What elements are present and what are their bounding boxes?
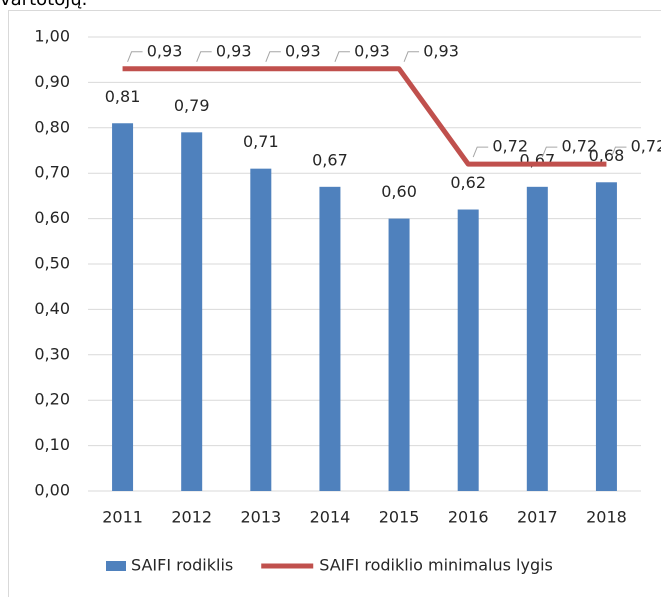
line-value-label: 0,93 (423, 41, 459, 60)
y-tick-label: 0,10 (34, 435, 70, 454)
bar-value-label: 0,81 (105, 87, 141, 106)
bar (319, 186, 341, 491)
bar (526, 186, 548, 491)
bar (388, 218, 410, 491)
bar (112, 123, 134, 491)
y-tick-label: 0,20 (34, 390, 70, 409)
y-tick-label: 0,70 (34, 163, 70, 182)
y-tick-label: 0,90 (34, 72, 70, 91)
label-leader (541, 146, 558, 158)
label-leader (265, 51, 281, 62)
y-tick-label: 0,00 (34, 481, 70, 500)
label-leader (610, 146, 627, 158)
x-tick-label: 2015 (379, 508, 420, 527)
line-value-label: 0,93 (216, 41, 252, 60)
line (122, 66, 607, 167)
y-tick-label: 0,80 (34, 117, 70, 136)
heading-fragment: vartotojų. (0, 0, 87, 10)
bar-value-label: 0,71 (243, 132, 279, 151)
line-value-label: 0,72 (562, 137, 598, 156)
label-leader (472, 146, 489, 158)
y-tick-label: 0,40 (34, 299, 70, 318)
bar-value-label: 0,62 (450, 173, 486, 192)
x-tick-label: 2018 (586, 508, 627, 527)
x-tick-label: 2016 (448, 508, 489, 527)
y-tick-label: 1,00 (34, 27, 70, 46)
line-value-label: 0,93 (285, 41, 321, 60)
bar (250, 168, 272, 491)
bar-value-label: 0,67 (312, 150, 348, 169)
x-tick-label: 2017 (517, 508, 558, 527)
legend-swatch (106, 561, 126, 571)
line-value-label: 0,72 (492, 137, 528, 156)
line-value-label: 0,93 (147, 41, 183, 60)
bar-value-label: 0,79 (174, 96, 210, 115)
y-tick-label: 0,50 (34, 254, 70, 273)
y-tick-label: 0,30 (34, 344, 70, 363)
label-leader (334, 51, 350, 62)
label-leader (196, 51, 212, 62)
line-value-label: 0,72 (631, 137, 661, 156)
chart-frame (8, 10, 661, 597)
x-tick-label: 2012 (171, 508, 212, 527)
x-tick-label: 2013 (240, 508, 281, 527)
x-tick-label: 2011 (102, 508, 143, 527)
bar (181, 132, 203, 491)
line-value-label: 0,93 (354, 41, 390, 60)
bar-value-label: 0,68 (589, 146, 625, 165)
label-leader (127, 51, 143, 62)
bar (457, 209, 479, 491)
bar (595, 182, 617, 491)
label-leader (403, 51, 420, 62)
y-tick-label: 0,60 (34, 208, 70, 227)
bar-value-label: 0,60 (381, 182, 417, 201)
legend-label: SAIFI rodiklis (131, 556, 233, 575)
legend-label: SAIFI rodiklio minimalus lygis (319, 556, 553, 575)
x-tick-label: 2014 (310, 508, 351, 527)
